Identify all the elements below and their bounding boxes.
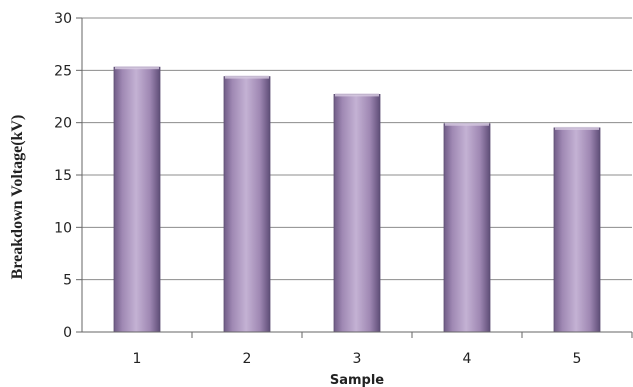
- y-tick-label-15: 15: [54, 168, 72, 184]
- y-tick-labels: 0 5 10 15 20 25 30: [54, 11, 72, 341]
- y-tick-label-5: 5: [63, 273, 72, 289]
- x-axis-title: Sample: [330, 373, 384, 387]
- bar-cap-sample-5: [555, 126, 599, 130]
- bar-sample-5: [553, 127, 601, 333]
- x-tick-label-5: 5: [573, 351, 582, 367]
- axes: [76, 17, 633, 338]
- bar-cap-sample-3: [335, 93, 379, 97]
- bar-sample-3: [333, 94, 381, 333]
- y-tick-label-20: 20: [54, 116, 72, 132]
- y-axis-title: Breakdown Voltage(kV): [9, 115, 26, 280]
- bar-cap-sample-1: [115, 66, 159, 70]
- bar-sample-4: [443, 123, 491, 333]
- bar-sample-2: [223, 76, 271, 333]
- bar-cap-sample-2: [225, 75, 269, 79]
- x-tick-labels: 1 2 3 4 5: [133, 351, 582, 367]
- x-tick-label-2: 2: [243, 351, 252, 367]
- bar-cap-sample-4: [445, 122, 489, 126]
- y-tick-label-10: 10: [54, 220, 72, 236]
- y-tick-label-30: 30: [54, 11, 72, 27]
- y-tick-label-25: 25: [54, 63, 72, 79]
- bar-sample-1: [113, 66, 161, 333]
- bars: [113, 66, 601, 333]
- x-tick-label-4: 4: [463, 351, 472, 367]
- x-tick-label-1: 1: [133, 351, 142, 367]
- x-tick-label-3: 3: [353, 351, 362, 367]
- y-tick-label-0: 0: [63, 325, 72, 341]
